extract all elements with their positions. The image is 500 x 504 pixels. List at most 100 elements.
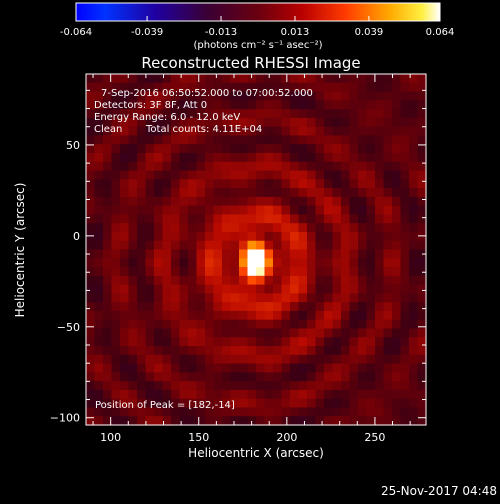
heatmap-cell [366,205,376,216]
heatmap-cell [358,302,368,312]
heatmap-cell [409,319,419,330]
heatmap-cell [358,398,368,409]
heatmap-cell [281,319,291,330]
heatmap-cell [375,214,385,224]
heatmap-cell [324,109,334,119]
heatmap-cell [213,381,223,391]
heatmap-cell [273,152,283,163]
heatmap-cell [94,240,104,251]
info-algorithm: Clean [94,124,122,135]
heatmap-cell [273,407,283,417]
heatmap-cell [324,161,334,172]
heatmap-cell [171,240,181,251]
heatmap-cell [222,346,232,356]
heatmap-cell [409,249,419,259]
heatmap-cell [247,293,257,303]
heatmap-cell [281,144,291,154]
heatmap-cell [349,161,359,172]
heatmap-cell [315,82,325,93]
heatmap-cell [358,223,368,233]
heatmap-cell [222,135,232,145]
heatmap-cell [256,328,266,338]
heatmap-cell [94,372,104,382]
heatmap-cell [375,398,385,409]
heatmap-cell [273,354,283,365]
heatmap-cell [324,179,334,189]
heatmap-cell [179,293,189,303]
heatmap-cell [239,91,249,101]
heatmap-cell [205,196,215,207]
heatmap-cell [154,398,164,409]
heatmap-cell [417,258,427,268]
heatmap-cell [94,109,104,119]
heatmap-cell [358,152,368,163]
heatmap-cell [290,267,300,277]
heatmap-cell [298,398,308,409]
heatmap-cell [375,275,385,286]
heatmap-cell [332,416,342,426]
heatmap-cell [383,74,393,84]
heatmap-cell [171,223,181,233]
heatmap-cell [400,196,410,207]
heatmap-cell [171,205,181,216]
heatmap-cell [239,381,249,391]
heatmap-cell [375,249,385,259]
heatmap-cell [409,354,419,365]
heatmap-cell [375,144,385,154]
heatmap-cell [247,363,257,373]
heatmap-cell [264,152,274,163]
heatmap-cell [290,152,300,163]
heatmap-cell [179,372,189,382]
heatmap-cell [86,82,96,93]
heatmap-cell [196,223,206,233]
heatmap-cell [332,135,342,145]
heatmap-cell [417,152,427,163]
heatmap-cell [400,231,410,242]
heatmap-cell [205,100,215,110]
heatmap-cell [137,354,147,365]
heatmap-cell [341,205,351,216]
heatmap-cell [120,319,130,330]
heatmap-cell [111,398,121,409]
heatmap-cell [256,267,266,277]
heatmap-cell [188,302,198,312]
heatmap-cell [137,293,147,303]
heatmap-cell [213,152,223,163]
heatmap-cell [230,363,240,373]
heatmap-cell [120,328,130,338]
heatmap-cell [264,188,274,198]
heatmap-cell [366,170,376,180]
heatmap-cell [273,144,283,154]
heatmap-cell [298,152,308,163]
heatmap-cell [111,389,121,400]
heatmap-cell [290,126,300,137]
heatmap-cell [222,398,232,409]
heatmap-cell [281,267,291,277]
heatmap-cell [120,337,130,347]
heatmap-cell [256,346,266,356]
heatmap-cell [417,82,427,93]
heatmap-cell [128,293,138,303]
heatmap-cell [307,144,317,154]
heatmap-cell [256,407,266,417]
heatmap-cell [400,117,410,128]
heatmap-cell [94,144,104,154]
heatmap-cell [222,275,232,286]
heatmap-cell [94,91,104,101]
heatmap-cell [86,337,96,347]
heatmap-cell [213,196,223,207]
heatmap-cell [239,196,249,207]
heatmap-cell [349,407,359,417]
heatmap-cell [111,144,121,154]
heatmap-cell [273,231,283,242]
heatmap-cell [247,223,257,233]
heatmap-cell [409,398,419,409]
heatmap-cell [196,82,206,93]
heatmap-cell [230,407,240,417]
heatmap-cell [145,381,155,391]
heatmap-cell [137,240,147,251]
heatmap-cell [111,302,121,312]
heatmap-cell [162,179,172,189]
heatmap-cell [358,258,368,268]
heatmap-cell [315,319,325,330]
